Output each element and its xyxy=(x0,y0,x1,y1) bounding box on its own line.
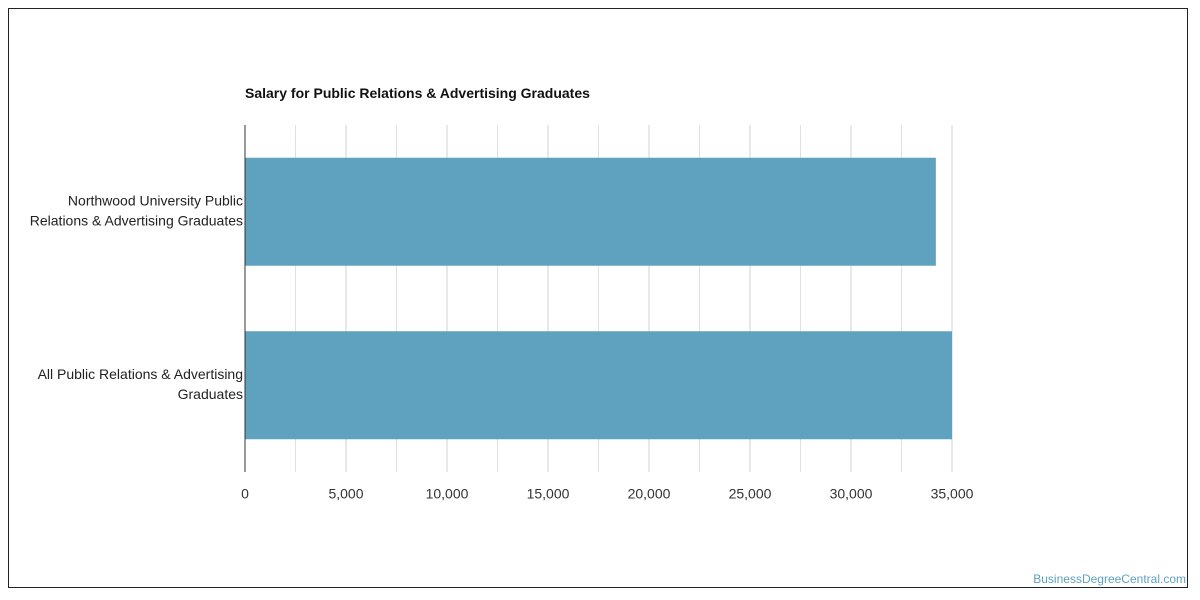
x-tick-label: 5,000 xyxy=(328,486,363,502)
x-tick-label: 25,000 xyxy=(729,486,772,502)
x-tick-label: 0 xyxy=(241,486,249,502)
x-tick-label: 30,000 xyxy=(830,486,873,502)
chart-frame xyxy=(8,8,1188,588)
bar xyxy=(245,331,952,440)
watermark: BusinessDegreeCentral.com xyxy=(1033,572,1186,586)
x-tick-label: 10,000 xyxy=(426,486,469,502)
x-tick-label: 20,000 xyxy=(628,486,671,502)
category-label: All Public Relations & Advertising xyxy=(38,366,243,382)
category-label: Graduates xyxy=(178,386,243,402)
category-label: Relations & Advertising Graduates xyxy=(30,212,243,228)
bar xyxy=(245,157,936,266)
x-tick-label: 15,000 xyxy=(527,486,570,502)
x-tick-label: 35,000 xyxy=(931,486,974,502)
chart-title: Salary for Public Relations & Advertisin… xyxy=(245,85,590,101)
category-label: Northwood University Public xyxy=(68,192,243,208)
